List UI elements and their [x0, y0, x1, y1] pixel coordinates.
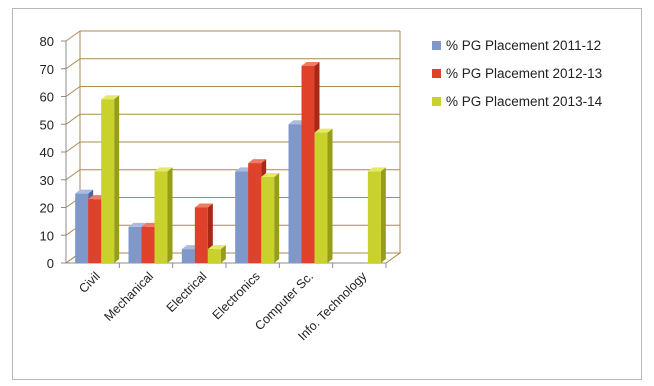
bar-front	[207, 249, 221, 263]
gridline-side	[65, 113, 81, 125]
bar-front	[248, 163, 262, 263]
legend-swatch	[432, 41, 441, 50]
y-tick-label: 40	[40, 145, 54, 160]
x-tick-label: Electronics	[210, 269, 263, 322]
legend-label: % PG Placement 2012-13	[446, 66, 602, 81]
bar	[367, 167, 386, 263]
bar-front	[194, 207, 208, 263]
bar-front	[314, 132, 328, 263]
gridline-side	[65, 169, 81, 181]
gridline-side	[65, 30, 81, 42]
y-tick-label: 80	[40, 34, 54, 49]
legend: % PG Placement 2011-12 % PG Placement 201…	[432, 38, 603, 109]
y-tick-label: 10	[40, 228, 54, 243]
bar-top	[261, 172, 280, 177]
bar-side	[274, 172, 280, 263]
bar-front	[88, 199, 102, 263]
bar-side	[380, 167, 386, 263]
bar-top	[101, 95, 120, 100]
bar	[207, 245, 226, 263]
y-tick-label: 50	[40, 117, 54, 132]
bar-top	[207, 245, 226, 250]
gridline-side	[65, 86, 81, 97]
bar	[154, 167, 173, 263]
bar-front	[301, 65, 315, 263]
bar-side	[114, 95, 120, 264]
legend-item: % PG Placement 2013-14	[432, 94, 603, 109]
bar-top	[301, 61, 320, 66]
bar-top	[194, 203, 213, 208]
bar-top	[128, 222, 147, 227]
y-tick-label: 60	[40, 90, 54, 105]
bar-front	[288, 124, 302, 263]
gridline-side	[65, 58, 81, 70]
bar-side	[220, 245, 226, 263]
bar-top	[367, 167, 386, 172]
bar-front	[75, 193, 89, 263]
bar-front	[181, 249, 195, 263]
legend-label: % PG Placement 2013-14	[446, 94, 603, 109]
x-tick-label: Mechanical	[102, 269, 157, 324]
y-tick-label: 20	[40, 201, 54, 216]
bar-front	[101, 99, 115, 264]
bar-front	[141, 226, 155, 263]
legend-swatch	[432, 97, 441, 106]
bar-front	[261, 176, 275, 263]
bar-front	[235, 171, 249, 263]
x-tick-label: Electrical	[164, 269, 210, 315]
bar-side	[327, 128, 333, 263]
bars-layer	[75, 61, 386, 264]
bar-top	[248, 159, 267, 164]
bar	[261, 172, 280, 263]
bar-top	[154, 167, 173, 172]
gridline-side	[65, 141, 81, 153]
bar-side	[167, 167, 173, 263]
bar-front	[154, 171, 168, 263]
bar	[314, 128, 333, 263]
bar	[101, 95, 120, 264]
bar-top	[314, 128, 333, 133]
bar-front	[367, 171, 381, 263]
legend-swatch	[432, 69, 441, 78]
y-tick-label: 0	[47, 256, 54, 271]
bar-top	[75, 189, 94, 194]
y-tick-label: 70	[40, 62, 54, 77]
legend-item: % PG Placement 2012-13	[432, 66, 602, 81]
y-axis-ticks: 0 10 20 30 40 50 60 70 80	[40, 34, 66, 271]
legend-label: % PG Placement 2011-12	[446, 38, 601, 53]
bar-front	[128, 226, 142, 263]
y-tick-label: 30	[40, 173, 54, 188]
x-tick-label: Civil	[76, 269, 103, 296]
legend-item: % PG Placement 2011-12	[432, 38, 601, 53]
